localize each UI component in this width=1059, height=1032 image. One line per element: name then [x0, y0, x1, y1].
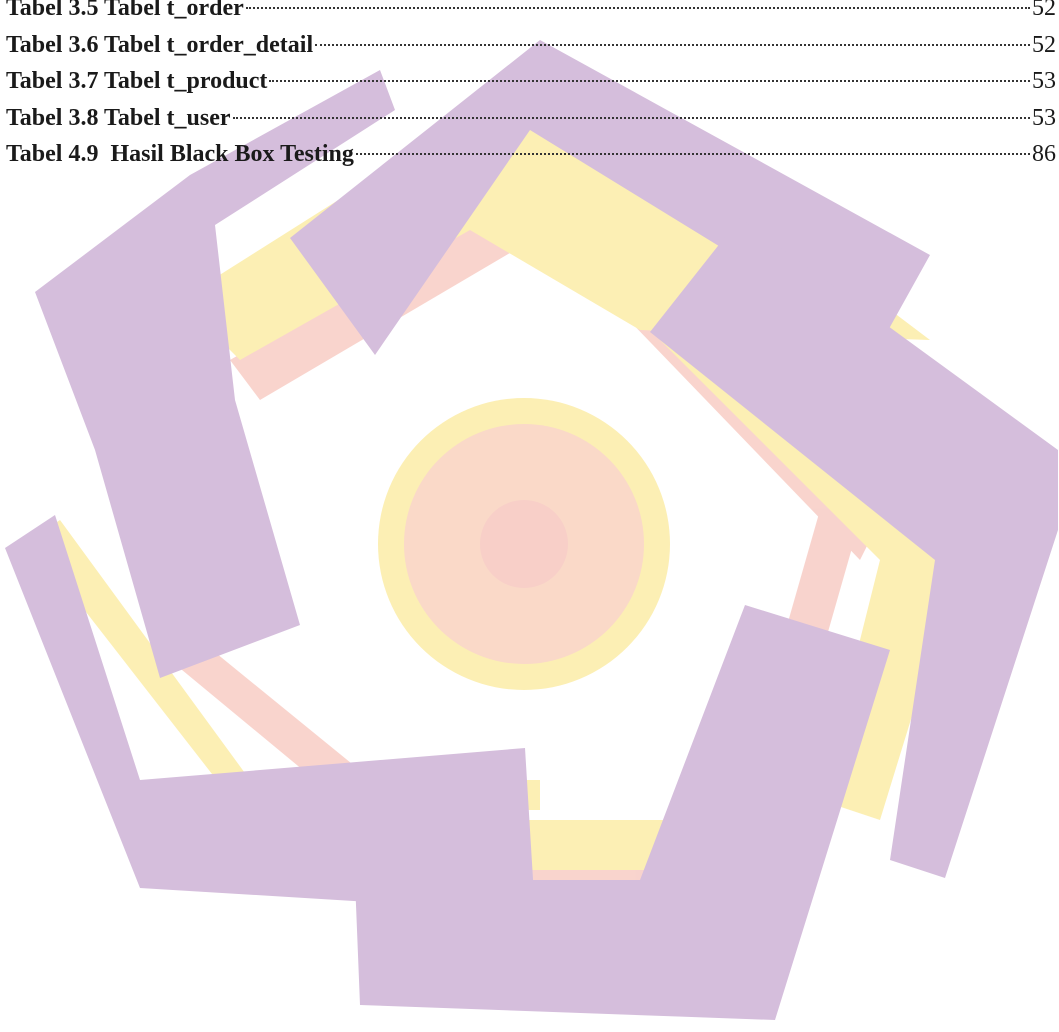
- toc-entry-label: Tabel 3.7 Tabel t_product: [6, 68, 268, 94]
- toc-entry-page: 52: [1032, 31, 1056, 58]
- toc-entry-label: Tabel 3.5 Tabel t_order: [6, 0, 244, 21]
- list-of-tables: Tabel 3.5 Tabel t_order 52 Tabel 3.6 Tab…: [6, 0, 1056, 173]
- toc-entry[interactable]: Tabel 3.7 Tabel t_product 53: [6, 63, 1056, 100]
- toc-entry[interactable]: Tabel 3.8 Tabel t_user 53: [6, 100, 1056, 137]
- toc-entry-page: 53: [1032, 68, 1056, 94]
- toc-entry-label: Tabel 3.8 Tabel t_user: [6, 104, 231, 131]
- toc-entry-label: Tabel 4.9 Hasil Black Box Testing: [6, 141, 354, 167]
- toc-dot-leader: [269, 80, 1030, 82]
- toc-dot-leader: [355, 153, 1030, 155]
- toc-dot-leader: [245, 7, 1030, 9]
- toc-entry[interactable]: Tabel 3.6 Tabel t_order_detail 52: [6, 27, 1056, 64]
- toc-entry[interactable]: Tabel 3.5 Tabel t_order 52: [6, 0, 1056, 27]
- toc-entry-page: 52: [1032, 0, 1056, 21]
- toc-entry-page: 86: [1032, 141, 1056, 167]
- toc-dot-leader: [315, 43, 1030, 46]
- toc-entry[interactable]: Tabel 4.9 Hasil Black Box Testing 86: [6, 136, 1056, 173]
- toc-entry-page: 53: [1032, 104, 1056, 131]
- toc-entry-label: Tabel 3.6 Tabel t_order_detail: [6, 31, 314, 58]
- toc-dot-leader: [232, 116, 1030, 119]
